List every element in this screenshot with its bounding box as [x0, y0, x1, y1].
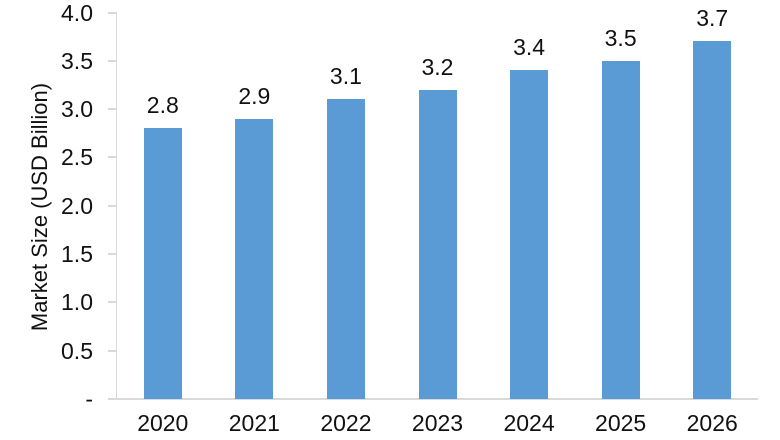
bar	[326, 99, 365, 399]
x-axis-label: 2024	[503, 410, 555, 436]
x-axis-label: 2025	[595, 410, 647, 436]
y-tick-mark	[108, 59, 116, 62]
y-tick-label: 1.5	[61, 241, 93, 268]
bar-value-label: 2.9	[238, 82, 271, 109]
x-axis-label: 2022	[320, 410, 372, 436]
x-axis-label: 2021	[228, 410, 280, 436]
x-axis-line	[108, 398, 758, 400]
y-tick-label: 2.5	[61, 144, 93, 171]
bar	[510, 70, 549, 399]
x-axis-label: 2026	[686, 410, 738, 436]
y-tick-label: 1.0	[61, 289, 93, 316]
bar-value-label: 3.1	[329, 63, 362, 90]
y-tick-mark	[108, 398, 116, 400]
y-tick-mark	[108, 349, 116, 352]
y-tick-label: 2.0	[61, 192, 93, 219]
y-tick-label: 3.5	[61, 47, 93, 74]
bar	[143, 128, 182, 399]
y-axis-line	[116, 12, 117, 399]
y-tick-mark	[108, 156, 116, 159]
bar-value-label: 3.2	[421, 53, 454, 80]
y-tick-label: 0.5	[61, 337, 93, 364]
y-tick-label: 3.0	[61, 96, 93, 123]
bar-value-label: 3.5	[604, 24, 637, 51]
y-tick-mark	[108, 11, 116, 14]
bar-value-label: 2.8	[146, 92, 179, 119]
bar	[693, 41, 732, 399]
bar	[601, 60, 640, 399]
y-tick-mark	[108, 253, 116, 256]
bar-value-label: 3.7	[696, 5, 729, 32]
x-axis-label: 2023	[411, 410, 464, 436]
bar-value-label: 3.4	[513, 34, 546, 61]
bar	[235, 118, 274, 399]
x-axis-label: 2020	[137, 410, 189, 436]
y-tick-mark	[108, 204, 116, 207]
y-tick-label: -	[85, 386, 93, 412]
y-tick-mark	[108, 301, 116, 304]
y-tick-label: 4.0	[61, 0, 93, 26]
bar	[418, 89, 457, 399]
y-tick-mark	[108, 108, 116, 111]
